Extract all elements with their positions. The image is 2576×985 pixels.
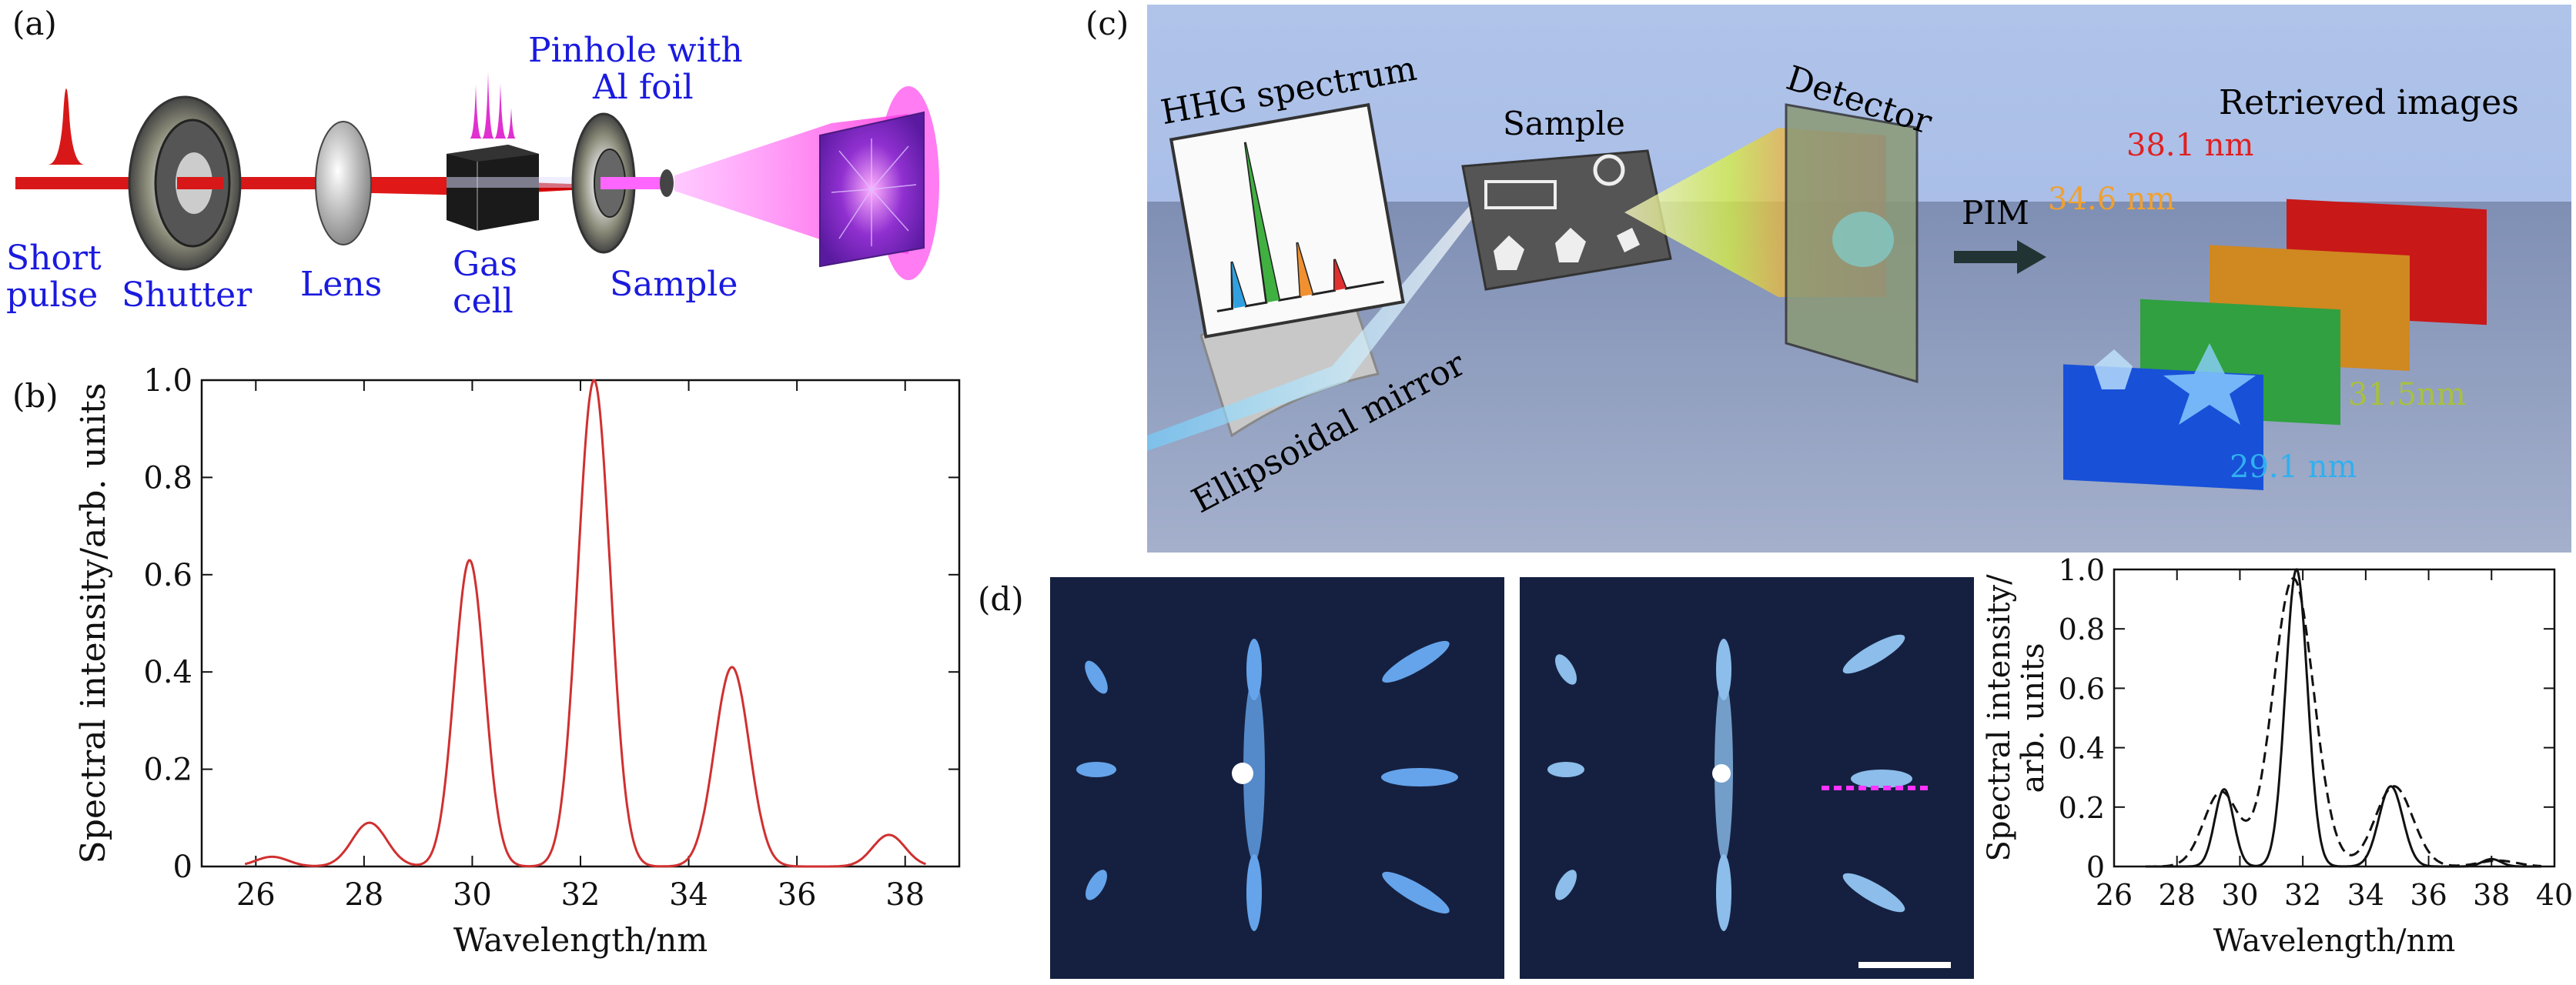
label-lens: Lens [300, 265, 383, 304]
focused-beam [339, 179, 585, 195]
label-pim: PIM [1962, 194, 2029, 232]
sample-icon [660, 169, 674, 197]
panel-label-b: (b) [12, 377, 59, 415]
plot-frame [200, 379, 961, 868]
harmonics-icon [470, 72, 516, 139]
series-line-dashed [2145, 577, 2541, 868]
label-wl-346: 34.6 nm [2048, 182, 2176, 217]
label-pinhole-1: Pinhole with [528, 31, 743, 70]
panel-label-a: (a) [12, 5, 57, 42]
label-short-pulse-1: Short [6, 239, 102, 278]
label-c-sample: Sample [1503, 105, 1625, 142]
lens-icon [315, 121, 372, 245]
shutter-icon [128, 95, 242, 271]
x-axis-label: Wavelength/nm [2213, 923, 2456, 959]
x-tick-label: 28 [2159, 878, 2196, 912]
y-axis-label-1: Spectral intensity/ [1982, 574, 2017, 862]
pulse-icon [48, 88, 85, 165]
diffraction-pattern-1 [1050, 577, 1504, 979]
x-tick-label: 36 [778, 877, 817, 913]
x-tick-label: 30 [453, 877, 492, 913]
y-axis-label-2: arb. units [2016, 643, 2051, 793]
x-tick-label: 30 [2221, 878, 2258, 912]
y-tick-label: 0.8 [143, 460, 192, 496]
y-tick-label: 1.0 [143, 363, 192, 399]
y-tick-label: 0.8 [2059, 613, 2105, 646]
x-tick-label: 32 [2284, 878, 2321, 912]
plot-frame [2113, 568, 2556, 868]
diffraction-pattern-2 [1520, 577, 1974, 979]
y-tick-label: 0.2 [2059, 791, 2105, 825]
spectrum-line [244, 379, 926, 868]
label-wl-315: 31.5nm [2348, 377, 2466, 412]
panel-label-c: (c) [1086, 5, 1129, 42]
x-tick-label: 32 [561, 877, 601, 913]
laser-beam [15, 177, 470, 189]
y-tick-label: 0.2 [143, 753, 192, 788]
x-tick-label: 26 [236, 877, 276, 913]
x-axis-label: Wavelength/nm [453, 921, 708, 959]
y-tick-label: 0.6 [2059, 672, 2105, 706]
label-wl-291: 29.1 nm [2230, 449, 2357, 485]
label-sample: Sample [610, 265, 738, 304]
pinhole-icon [571, 112, 636, 254]
label-gas-cell-2: cell [453, 282, 514, 321]
panel-c-illustration [1147, 5, 2571, 553]
scale-bar [1858, 962, 1951, 968]
label-pinhole-2: Al foil [593, 68, 694, 107]
panel-label-d: (d) [978, 580, 1024, 618]
detector-screen [819, 111, 925, 268]
hhg-spectrum-card [1169, 102, 1405, 339]
spectrum-chart-b: 26 28 30 32 34 36 38 0 0.2 0.4 0.6 0.8 1.0 Wavelength… [74, 363, 961, 959]
x-tick-label: 34 [2347, 878, 2384, 912]
spectrum-chart-d: 26 28 30 32 34 36 38 40 0 0.2 0.4 0.6 0.8 1.0 Waveleng… [1982, 553, 2573, 959]
x-tick-label: 40 [2536, 878, 2573, 912]
label-retrieved: Retrieved images [2219, 83, 2519, 122]
label-short-pulse-2: pulse [6, 275, 99, 315]
diffraction-cone [674, 114, 908, 254]
gas-cell-icon [447, 145, 631, 231]
x-tick-label: 34 [669, 877, 708, 913]
y-axis-label: Spectral intensity/arb. units [74, 383, 113, 864]
x-tick-label: 28 [344, 877, 383, 913]
x-tick-label: 38 [2473, 878, 2510, 912]
y-tick-label: 0.4 [2059, 732, 2105, 766]
x-tick-label: 38 [885, 877, 925, 913]
y-tick-label: 1.0 [2059, 553, 2105, 587]
series-line-solid [2145, 568, 2541, 868]
x-tick-label: 26 [2096, 878, 2133, 912]
incoming-beam [1147, 205, 1478, 451]
label-wl-381: 38.1 nm [2126, 128, 2254, 163]
label-shutter: Shutter [122, 275, 253, 315]
label-gas-cell-1: Gas [453, 245, 517, 284]
x-tick-label: 36 [2410, 878, 2447, 912]
y-tick-label: 0 [173, 850, 192, 885]
pim-arrow-icon [1954, 240, 2046, 274]
y-tick-label: 0.6 [143, 558, 192, 593]
y-tick-label: 0.4 [143, 655, 192, 690]
y-tick-label: 0 [2086, 850, 2105, 884]
